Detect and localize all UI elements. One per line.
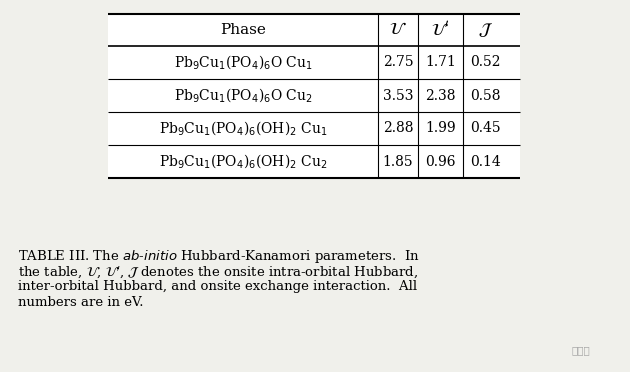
Text: 1.99: 1.99: [425, 122, 456, 135]
Text: 量子位: 量子位: [571, 345, 590, 355]
Text: 1.85: 1.85: [382, 154, 413, 169]
Text: Pb$_9$Cu$_1$(PO$_4$)$_6$(OH)$_2$ Cu$_1$: Pb$_9$Cu$_1$(PO$_4$)$_6$(OH)$_2$ Cu$_1$: [159, 120, 327, 137]
Text: $\mathcal{U}'$: $\mathcal{U}'$: [431, 20, 450, 39]
Text: the table, $\mathcal{U}$, $\mathcal{U}'$, $\mathcal{J}$ denotes the onsite intra: the table, $\mathcal{U}$, $\mathcal{U}'$…: [18, 264, 418, 280]
Text: Phase: Phase: [220, 23, 266, 37]
Text: $\mathcal{J}$: $\mathcal{J}$: [478, 21, 493, 39]
Text: 2.75: 2.75: [382, 55, 413, 70]
Text: 0.45: 0.45: [470, 122, 501, 135]
Text: 0.58: 0.58: [470, 89, 501, 103]
Text: Pb$_9$Cu$_1$(PO$_4$)$_6$O Cu$_2$: Pb$_9$Cu$_1$(PO$_4$)$_6$O Cu$_2$: [173, 87, 312, 105]
Text: $\mathcal{U}$: $\mathcal{U}$: [389, 22, 407, 38]
Text: Pb$_9$Cu$_1$(PO$_4$)$_6$O Cu$_1$: Pb$_9$Cu$_1$(PO$_4$)$_6$O Cu$_1$: [173, 54, 312, 71]
Text: 0.52: 0.52: [470, 55, 501, 70]
Text: 0.14: 0.14: [470, 154, 501, 169]
Text: TABLE III. The $\mathit{ab}$-$\mathit{initio}$ Hubbard-Kanamori parameters.  In: TABLE III. The $\mathit{ab}$-$\mathit{in…: [18, 248, 420, 265]
Text: 0.96: 0.96: [425, 154, 455, 169]
Text: numbers are in eV.: numbers are in eV.: [18, 296, 144, 309]
Text: 1.71: 1.71: [425, 55, 456, 70]
Bar: [108, 14, 520, 178]
Text: Pb$_9$Cu$_1$(PO$_4$)$_6$(OH)$_2$ Cu$_2$: Pb$_9$Cu$_1$(PO$_4$)$_6$(OH)$_2$ Cu$_2$: [159, 153, 327, 170]
Text: 3.53: 3.53: [383, 89, 413, 103]
Text: 2.88: 2.88: [383, 122, 413, 135]
Text: 2.38: 2.38: [425, 89, 455, 103]
Text: inter-orbital Hubbard, and onsite exchange interaction.  All: inter-orbital Hubbard, and onsite exchan…: [18, 280, 417, 293]
